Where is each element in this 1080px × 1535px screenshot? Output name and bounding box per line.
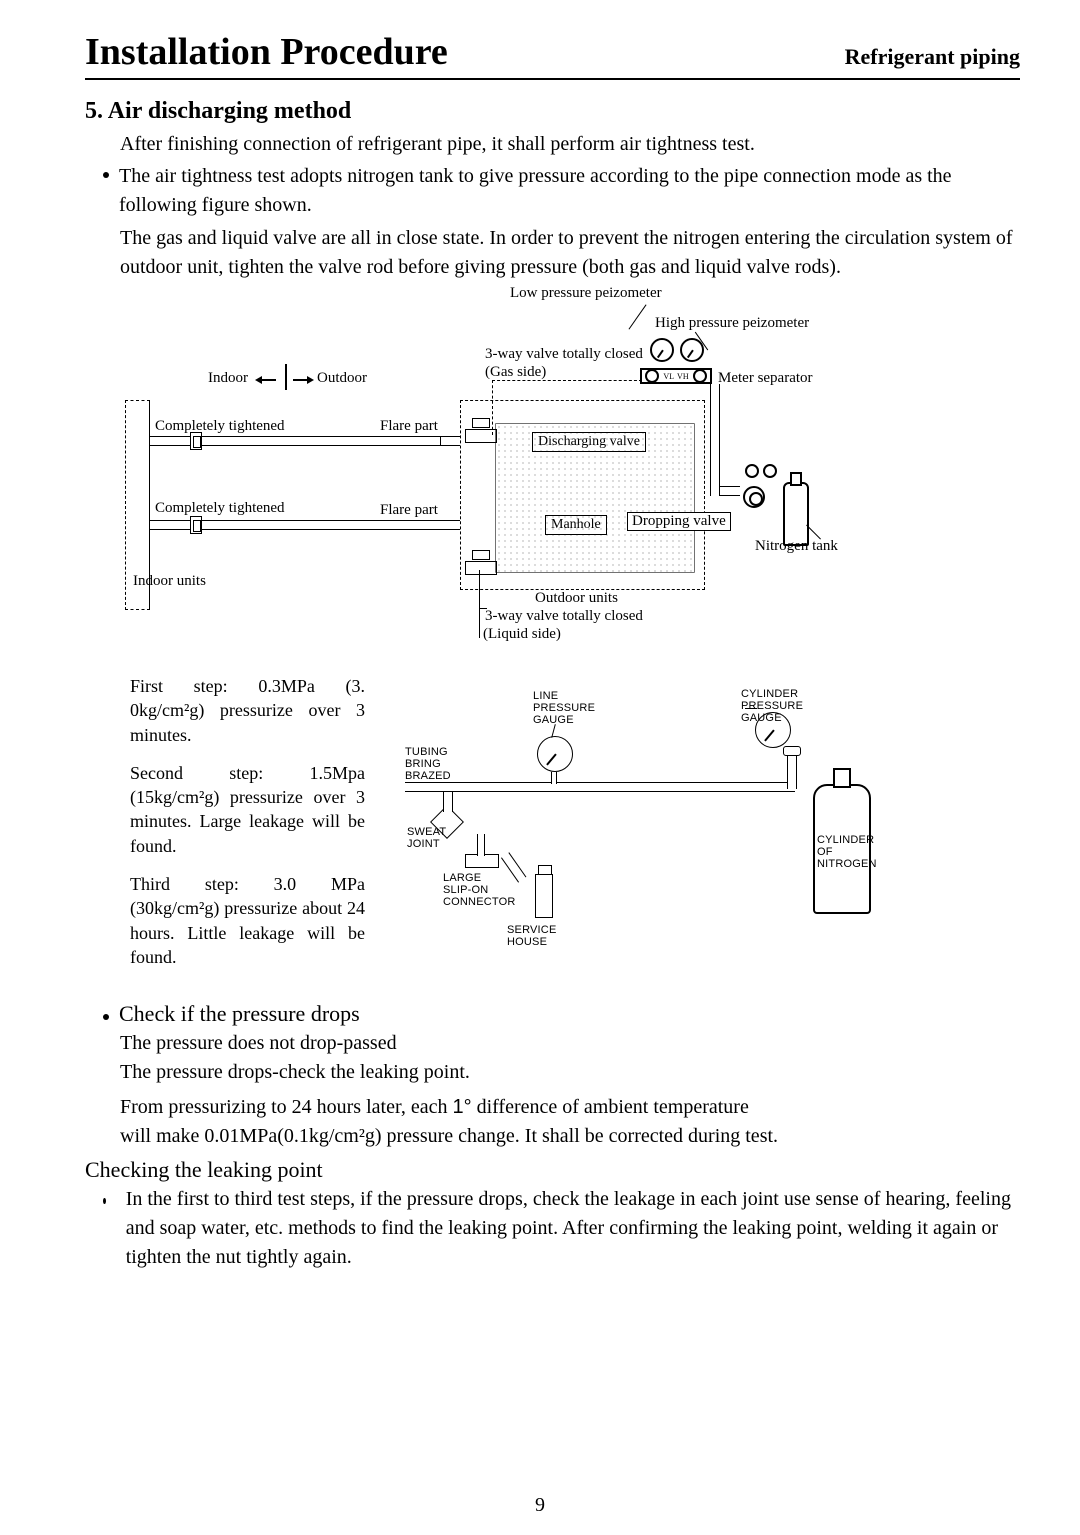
small-gauge	[745, 464, 759, 478]
leaking-title: Checking the leaking point	[85, 1157, 1020, 1183]
pipe-connector	[190, 516, 202, 534]
line-pressure-gauge	[537, 736, 573, 772]
header-title: Installation Procedure	[85, 30, 448, 74]
steps-row: First step: 0.3MPa (3. 0kg/cm²g) pressur…	[130, 674, 1020, 983]
header-subtitle: Refrigerant piping	[845, 44, 1020, 70]
label-nitrogen-tank: Nitrogen tank	[755, 538, 838, 555]
vh-label: VH	[677, 372, 689, 381]
pipe-sep-down	[710, 384, 720, 496]
tank-valve	[783, 746, 801, 756]
label-tight-1: Completely tightened	[155, 418, 285, 435]
nitrogen-tank	[783, 482, 809, 546]
hose-gas	[492, 380, 642, 435]
section-number: 5.	[85, 98, 103, 124]
check-title-row: Check if the pressure drops	[103, 1001, 1020, 1027]
check-line-4: will make 0.01MPa(0.1kg/cm²g) pressure c…	[120, 1122, 1020, 1151]
label-indoor-units: Indoor units	[133, 573, 206, 590]
outdoor-dotted-fill	[495, 423, 695, 573]
section-intro: After finishing connection of refrigeran…	[120, 133, 1020, 156]
pipe-main	[405, 782, 795, 792]
page-header: Installation Procedure Refrigerant pipin…	[85, 30, 1020, 80]
label-outdoor-units: Outdoor units	[535, 590, 618, 607]
label-service: SERVICE HOUSE	[507, 924, 557, 948]
label-dropping-valve: Dropping valve	[627, 512, 731, 531]
leaking-bullet-text: In the first to third test steps, if the…	[126, 1185, 1020, 1272]
pipe-to-tank	[787, 754, 797, 789]
bullet-dot	[103, 172, 109, 178]
label-cylinder-nitrogen: CYLINDER OF NITROGEN	[817, 834, 877, 870]
dropping-valve	[743, 486, 765, 508]
gauge-pair	[650, 338, 704, 362]
bullet-text-1a: The air tightness test adopts nitrogen t…	[119, 162, 1020, 220]
steps-column: First step: 0.3MPa (3. 0kg/cm²g) pressur…	[130, 674, 365, 983]
label-meter-sep: Meter separator	[718, 370, 813, 387]
label-3way-liquid: 3-way valve totally closed	[485, 608, 643, 625]
label-high-pressure: High pressure peizometer	[655, 315, 809, 332]
label-cylinder-pressure: CYLINDER PRESSURE GAUGE	[741, 688, 803, 724]
vl-label: VL	[663, 372, 674, 381]
small-gauge	[763, 464, 777, 478]
diagram-air-tightness: Low pressure peizometer High pressure pe…	[95, 290, 925, 640]
large-slip-on-connector	[465, 854, 499, 868]
bullet-text-1b: The gas and liquid valve are all in clos…	[120, 224, 1020, 282]
gauge-low	[650, 338, 674, 362]
arrow-outdoor	[293, 376, 314, 384]
label-tight-2: Completely tightened	[155, 500, 285, 517]
arrow-indoor	[255, 376, 276, 384]
label-flare-1: Flare part	[380, 418, 438, 435]
diagram-nitrogen-setup: LINE PRESSURE GAUGE CYLINDER PRESSURE GA…	[405, 674, 925, 964]
label-flare-2: Flare part	[380, 502, 438, 519]
leaking-bullet-row: In the first to third test steps, if the…	[103, 1185, 1020, 1272]
page-number: 9	[535, 1494, 545, 1517]
label-indoor: Indoor	[208, 370, 248, 387]
label-outdoor: Outdoor	[317, 370, 367, 387]
section-heading: Air discharging method	[108, 98, 352, 124]
check-line-3: From pressurizing to 24 hours later, eac…	[120, 1093, 1020, 1122]
label-sweat: SWEAT JOINT	[407, 826, 446, 850]
gauge-high	[680, 338, 704, 362]
label-low-pressure: Low pressure peizometer	[510, 285, 662, 302]
leader-line	[479, 570, 480, 638]
divider	[285, 364, 287, 390]
label-line-pressure: LINE PRESSURE GAUGE	[533, 690, 595, 726]
meter-separator-box: VL VH	[640, 368, 712, 384]
step-1: First step: 0.3MPa (3. 0kg/cm²g) pressur…	[130, 674, 365, 747]
label-tubing: TUBING BRING BRAZED	[405, 746, 451, 782]
service-house	[535, 874, 553, 918]
step-3: Third step: 3.0 MPa (30kg/cm²g) pressuri…	[130, 872, 365, 969]
bullet-dot	[103, 1198, 106, 1204]
check-line-1: The pressure does not drop-passed	[120, 1029, 1020, 1058]
label-liquid-side: (Liquid side)	[483, 626, 561, 643]
label-3way-gas: 3-way valve totally closed	[485, 346, 643, 363]
bullet-row-1: The air tightness test adopts nitrogen t…	[103, 162, 1020, 220]
pipe-connector	[190, 432, 202, 450]
bullet-dot	[103, 1014, 109, 1020]
check-title: Check if the pressure drops	[119, 1001, 360, 1027]
label-gas-side: (Gas side)	[485, 364, 546, 381]
section-title: 5. Air discharging method	[85, 98, 1020, 125]
check-line-2: The pressure drops-check the leaking poi…	[120, 1058, 1020, 1087]
step-2: Second step: 1.5Mpa (15kg/cm²g) pressuri…	[130, 761, 365, 858]
label-large-slip: LARGE SLIP-ON CONNECTOR	[443, 872, 516, 908]
leader-line	[629, 304, 647, 329]
